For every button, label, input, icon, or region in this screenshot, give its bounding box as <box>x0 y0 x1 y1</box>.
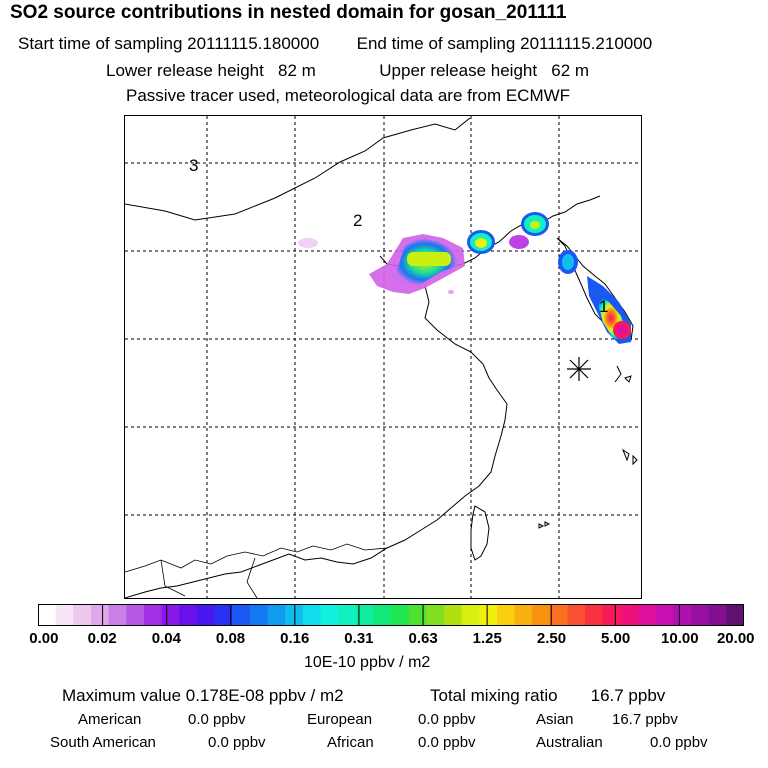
colorbar-tick: 0.16 <box>280 630 310 647</box>
end-time-label: End time of sampling 20111115.210000 <box>356 34 653 53</box>
colorbar-swatch <box>673 604 692 626</box>
colorbar-swatch <box>655 604 674 626</box>
region-value-south-american: 0.0 ppbv <box>208 734 266 751</box>
colorbar-tick: 10.00 <box>661 630 699 647</box>
release-heights: Lower release height 82 m Upper release … <box>106 61 589 81</box>
colorbar-swatch <box>338 604 357 626</box>
start-time-label: Start time of sampling 20111115.180000 <box>18 34 320 53</box>
region-name-american: American <box>78 711 142 728</box>
lower-release-label: Lower release height 82 m <box>106 61 316 80</box>
colorbar-swatch <box>38 604 57 626</box>
colorbar-tick: 0.00 <box>29 630 59 647</box>
concentration-plumes <box>298 212 631 344</box>
region-value-african: 0.0 ppbv <box>418 734 476 751</box>
colorbar-swatch <box>179 604 198 626</box>
colorbar-swatch <box>726 604 744 626</box>
colorbar-swatch <box>73 604 92 626</box>
region-value-american: 0.0 ppbv <box>188 711 246 728</box>
region-value-australian: 0.0 ppbv <box>650 734 708 751</box>
colorbar-swatch <box>391 604 410 626</box>
asterisk-station-marker <box>567 357 591 381</box>
max-value-label: Maximum value 0.178E-08 ppbv / m2 <box>62 686 344 705</box>
colorbar-swatch <box>514 604 533 626</box>
region-value-european: 0.0 ppbv <box>418 711 476 728</box>
colorbar-swatch <box>620 604 639 626</box>
colorbar-swatch <box>267 604 286 626</box>
colorbar-swatch <box>373 604 392 626</box>
map-svg: 1 2 3 <box>124 116 641 599</box>
colorbar-swatch <box>143 604 163 626</box>
colorbar-swatch <box>691 604 710 626</box>
colorbar-swatch <box>426 604 445 626</box>
colorbar-swatch <box>302 604 321 626</box>
region-value-asian: 16.7 ppbv <box>612 711 678 728</box>
region-name-european: European <box>307 711 373 728</box>
region-name-african: African <box>327 734 374 751</box>
colorbar-swatch <box>408 604 427 626</box>
colorbar-swatch <box>126 604 145 626</box>
total-mixing-label: Total mixing ratio 16.7 ppbv <box>430 686 666 705</box>
colorbar-tick: 0.02 <box>87 630 117 647</box>
colorbar-swatch <box>567 604 586 626</box>
region-label-1: 1 <box>599 297 608 316</box>
region-label-2: 2 <box>353 211 362 230</box>
colorbar-swatch <box>708 604 727 626</box>
colorbar-swatch <box>496 604 516 626</box>
colorbar-swatch <box>443 604 463 626</box>
colorbar-tick: 1.25 <box>472 630 502 647</box>
colorbar-tick: 20.00 <box>716 630 755 647</box>
colorbar-tick: 0.04 <box>151 630 181 647</box>
sampling-times: Start time of sampling 20111115.180000 E… <box>18 34 652 54</box>
region-name-asian: Asian <box>536 711 574 728</box>
colorbar-unit: 10E-10 ppbv / m2 <box>304 654 431 671</box>
colorbar-swatch <box>161 604 180 626</box>
colorbar-swatch <box>479 604 498 626</box>
colorbar-tick: 0.31 <box>344 630 374 647</box>
region-name-south-american: South American <box>50 734 156 751</box>
colorbar-tick: 0.08 <box>215 630 246 647</box>
colorbar <box>38 604 744 626</box>
coastlines <box>124 117 638 599</box>
map-panel: 1 2 3 <box>124 115 642 599</box>
tracer-note: Passive tracer used, meteorological data… <box>126 86 571 105</box>
colorbar-tick: 5.00 <box>601 630 631 647</box>
colorbar-swatch <box>320 604 339 626</box>
colorbar-swatch <box>285 604 304 626</box>
colorbar-swatch <box>55 604 74 626</box>
colorbar-tick: 2.50 <box>536 630 567 647</box>
colorbar-swatch <box>355 604 374 626</box>
region-name-australian: Australian <box>536 734 603 751</box>
colorbar-swatch <box>638 604 657 626</box>
colorbar-swatch <box>108 604 127 626</box>
grid-lines <box>125 116 641 598</box>
colorbar-swatch <box>90 604 110 626</box>
colorbar-swatch <box>585 604 604 626</box>
colorbar-swatch <box>214 604 233 626</box>
colorbar-swatch <box>602 604 621 626</box>
colorbar-swatch <box>532 604 551 626</box>
colorbar-swatch <box>196 604 215 626</box>
colorbar-swatch <box>549 604 568 626</box>
colorbar-swatch <box>232 604 251 626</box>
land-borders <box>124 543 388 599</box>
colorbar-swatch <box>249 604 268 626</box>
plot-title: SO2 source contributions in nested domai… <box>10 2 567 23</box>
colorbar-tick: 0.63 <box>408 630 438 647</box>
colorbar-border <box>38 604 744 626</box>
upper-release-label: Upper release height 62 m <box>379 61 590 80</box>
colorbar-swatch <box>461 604 480 626</box>
region-label-3: 3 <box>189 156 198 175</box>
